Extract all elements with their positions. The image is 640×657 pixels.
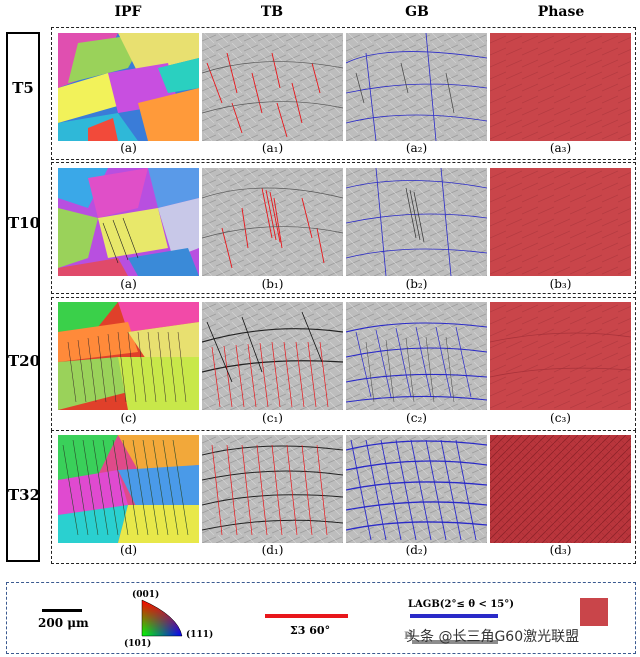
panel-tb-t20	[202, 302, 343, 410]
panel-ipf-t10	[58, 168, 199, 276]
panel-tb-t5	[202, 33, 343, 141]
caption-b2: (b₂)	[405, 277, 428, 291]
legend-box	[6, 582, 636, 654]
caption-c3: (c₃)	[550, 411, 571, 425]
ipf-color-key	[141, 599, 183, 637]
caption-a: (a)	[120, 141, 137, 155]
panel-ipf-t32	[58, 435, 199, 543]
caption-d: (d)	[119, 543, 138, 557]
caption-c2: (c₂)	[406, 411, 427, 425]
panel-tb-t10	[202, 168, 343, 276]
scale-bar	[42, 609, 82, 612]
panel-ipf-t20	[58, 302, 199, 410]
caption-b: (a)	[120, 277, 137, 291]
caption-c1: (c₁)	[262, 411, 283, 425]
caption-c: (c)	[120, 411, 137, 425]
twin-boundary-label: Σ3 60°	[290, 624, 331, 637]
panel-ipf-t5	[58, 33, 199, 141]
ipf-key-001: (001)	[132, 590, 160, 600]
col-header-phase: Phase	[537, 4, 585, 20]
row-label-t5: T5	[12, 79, 34, 97]
row-label-t10: T10	[8, 214, 41, 232]
row-label-column: T5 T10 T20 T32	[6, 32, 40, 562]
group-t32	[51, 430, 636, 564]
watermark: 头条 @长三角G60激光联盟	[404, 626, 582, 646]
lagb-line	[410, 614, 498, 618]
caption-d2: (d₂)	[405, 543, 428, 557]
caption-b3: (b₃)	[549, 277, 572, 291]
caption-a3: (a₃)	[549, 141, 572, 155]
caption-a2: (a₂)	[405, 141, 428, 155]
scale-bar-label: 200 μm	[38, 616, 89, 630]
col-header-gb: GB	[405, 4, 429, 20]
caption-b1: (b₁)	[261, 277, 284, 291]
panel-gb-t5	[346, 33, 487, 141]
row-label-t20: T20	[8, 352, 41, 370]
panel-gb-t10	[346, 168, 487, 276]
col-header-tb: TB	[260, 4, 284, 20]
caption-d3: (d₃)	[549, 543, 572, 557]
row-label-t32: T32	[8, 486, 41, 504]
panel-gb-t20	[346, 302, 487, 410]
twin-boundary-line	[265, 614, 348, 618]
phase-swatch	[580, 598, 608, 626]
panel-phase-t5	[490, 33, 631, 141]
caption-a1: (a₁)	[261, 141, 284, 155]
panel-phase-t20	[490, 302, 631, 410]
group-t5	[51, 27, 636, 160]
ipf-key-101: (101)	[124, 639, 152, 649]
panel-phase-t10	[490, 168, 631, 276]
panel-gb-t32	[346, 435, 487, 543]
panel-tb-t32	[202, 435, 343, 543]
ipf-key-111: (111)	[186, 630, 214, 640]
lagb-label: LAGB(2°≤ θ < 15°)	[408, 599, 514, 610]
col-header-ipf: IPF	[114, 4, 142, 20]
caption-d1: (d₁)	[261, 543, 284, 557]
panel-phase-t32	[490, 435, 631, 543]
group-t10	[51, 162, 636, 294]
